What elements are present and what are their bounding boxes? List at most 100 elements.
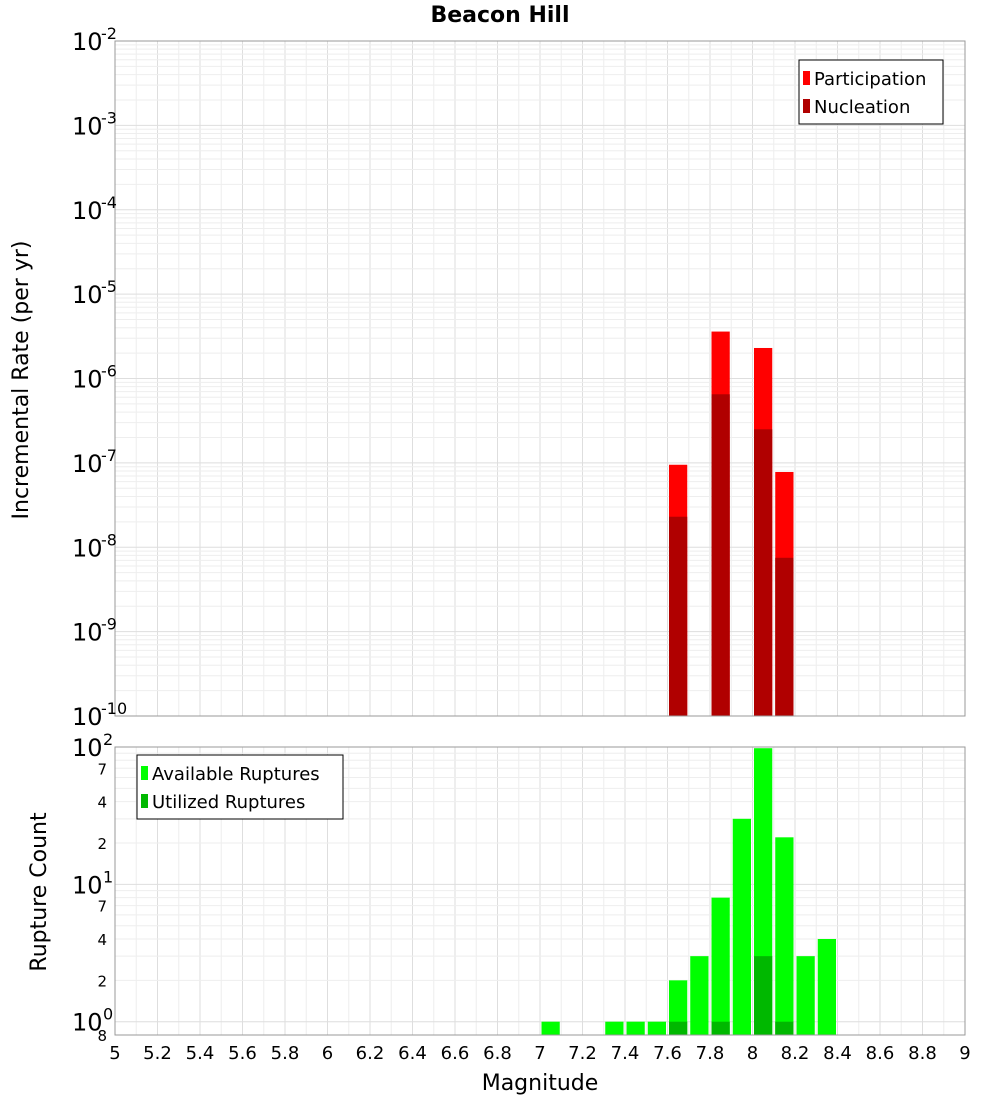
count-y-minor-tick-label: 7	[97, 760, 107, 778]
x-tick-label: 6.4	[398, 1043, 427, 1064]
count-y-minor-tick-label: 2	[97, 972, 107, 990]
rate-plot-border	[114, 40, 966, 717]
rate-y-tick-base: 10	[72, 281, 103, 309]
rate-bar-b	[669, 516, 688, 716]
rate-y-tick-base: 10	[72, 619, 103, 647]
rate-legend: Participation Nucleation	[798, 59, 944, 125]
rate-bar-b	[775, 557, 794, 716]
x-axis-label: Magnitude	[482, 1071, 599, 1096]
count-bars	[541, 748, 836, 1035]
rate-bars	[669, 331, 794, 716]
count-bar-b	[711, 1021, 730, 1035]
count-y-minor-tick-label: 2	[97, 835, 107, 853]
count-bar-a	[796, 956, 815, 1035]
count-bar-a	[626, 1021, 645, 1035]
count-bar-a	[732, 818, 751, 1035]
rate-legend-label: Participation	[814, 69, 926, 90]
rate-y-tick-label: 10-2	[72, 24, 117, 56]
count-plot-border	[114, 746, 966, 1036]
rate-y-tick-exp: -2	[101, 24, 117, 43]
rate-bar-b	[754, 429, 773, 716]
rate-legend-label: Nucleation	[814, 97, 910, 118]
x-tick-label: 6	[322, 1043, 333, 1064]
rate-y-tick-exp: -6	[101, 362, 117, 381]
count-y-minor-tick-label: 4	[97, 931, 107, 949]
count-bar-b	[669, 1021, 688, 1035]
x-tick-label: 8.4	[823, 1043, 852, 1064]
count-bar-a	[605, 1021, 624, 1035]
rate-y-axis-label: Incremental Rate (per yr)	[9, 241, 34, 520]
count-bar-a	[647, 1021, 666, 1035]
count-legend-label: Utilized Ruptures	[152, 792, 305, 813]
count-x-ticks: 5 5.2 5.4 5.6 5.8 6 6.2 6.4 6.6 6.8 7 7.2 7.4 7.6 7.8 8…	[109, 1043, 970, 1064]
count-bar-a	[817, 939, 836, 1035]
chart-title: Beacon Hill	[430, 3, 569, 28]
rate-y-tick-base: 10	[72, 450, 103, 478]
rate-bar-b	[711, 394, 730, 716]
count-y-axis-label: Rupture Count	[27, 812, 52, 972]
count-y-tick-exp: 0	[103, 1005, 113, 1024]
rate-y-tick-label: 10-8	[72, 530, 117, 562]
x-tick-label: 5.6	[228, 1043, 257, 1064]
x-tick-label: 9	[959, 1043, 970, 1064]
x-tick-label: 7.2	[568, 1043, 597, 1064]
count-legend-swatch	[141, 766, 148, 780]
rate-y-tick-exp: -4	[101, 193, 117, 212]
x-tick-label: 6.6	[441, 1043, 470, 1064]
rate-y-tick-exp: -5	[101, 277, 117, 296]
count-legend-box	[136, 754, 344, 820]
rate-legend-swatch	[803, 71, 810, 85]
x-tick-label: 8.6	[866, 1043, 895, 1064]
rate-y-tick-label: 10-9	[72, 615, 117, 647]
rate-y-tick-base: 10	[72, 703, 103, 731]
rate-y-tick-base: 10	[72, 366, 103, 394]
count-bar-b	[754, 956, 773, 1035]
x-tick-label: 7.6	[653, 1043, 682, 1064]
count-y-tick-label: 10 0	[72, 1005, 113, 1037]
x-tick-label: 6.8	[483, 1043, 512, 1064]
rate-y-tick-label: 10-6	[72, 362, 117, 394]
rate-y-tick-exp: -3	[101, 108, 117, 127]
count-bar-b	[775, 1021, 794, 1035]
count-legend-swatch	[141, 794, 148, 808]
rate-y-tick-exp: -10	[101, 699, 127, 718]
rate-grid	[114, 41, 966, 717]
rate-y-tick-label: 10-7	[72, 446, 117, 478]
count-y-tick-base: 10	[72, 871, 103, 899]
rate-y-tick-exp: -7	[101, 446, 117, 465]
count-y-minor-tick-label: 4	[97, 794, 107, 812]
count-bar-a	[541, 1021, 560, 1035]
x-tick-label: 7.4	[611, 1043, 640, 1064]
rate-legend-box	[798, 59, 944, 125]
rate-legend-swatch	[803, 99, 810, 113]
count-y-minor-tick-label: 7	[97, 898, 107, 916]
count-y-minor-tick-label: 8	[97, 1027, 107, 1045]
rate-y-tick-exp: -9	[101, 615, 117, 634]
rate-y-tick-label: 10-4	[72, 193, 117, 225]
x-tick-label: 5.8	[271, 1043, 300, 1064]
count-bar-a	[669, 980, 688, 1035]
rate-y-tick-label: 10-10	[72, 699, 127, 731]
x-tick-label: 8.2	[781, 1043, 810, 1064]
rate-y-tick-exp: -8	[101, 530, 117, 549]
x-tick-label: 8	[747, 1043, 758, 1064]
rate-y-tick-label: 10-3	[72, 108, 117, 140]
x-tick-label: 7.8	[696, 1043, 725, 1064]
count-bar-a	[775, 837, 794, 1035]
x-tick-label: 8.8	[908, 1043, 937, 1064]
rate-y-tick-base: 10	[72, 28, 103, 56]
rate-y-tick-base: 10	[72, 112, 103, 140]
count-legend: Available Ruptures Utilized Ruptures	[136, 754, 344, 820]
count-y-tick-label: 10 2	[72, 730, 113, 762]
x-tick-label: 6.2	[356, 1043, 385, 1064]
rate-y-tick-base: 10	[72, 534, 103, 562]
count-y-tick-base: 10	[72, 1009, 103, 1037]
x-tick-label: 5	[109, 1043, 120, 1064]
count-y-tick-label: 10 1	[72, 867, 113, 899]
count-legend-label: Available Ruptures	[152, 764, 320, 785]
x-tick-label: 5.4	[186, 1043, 215, 1064]
